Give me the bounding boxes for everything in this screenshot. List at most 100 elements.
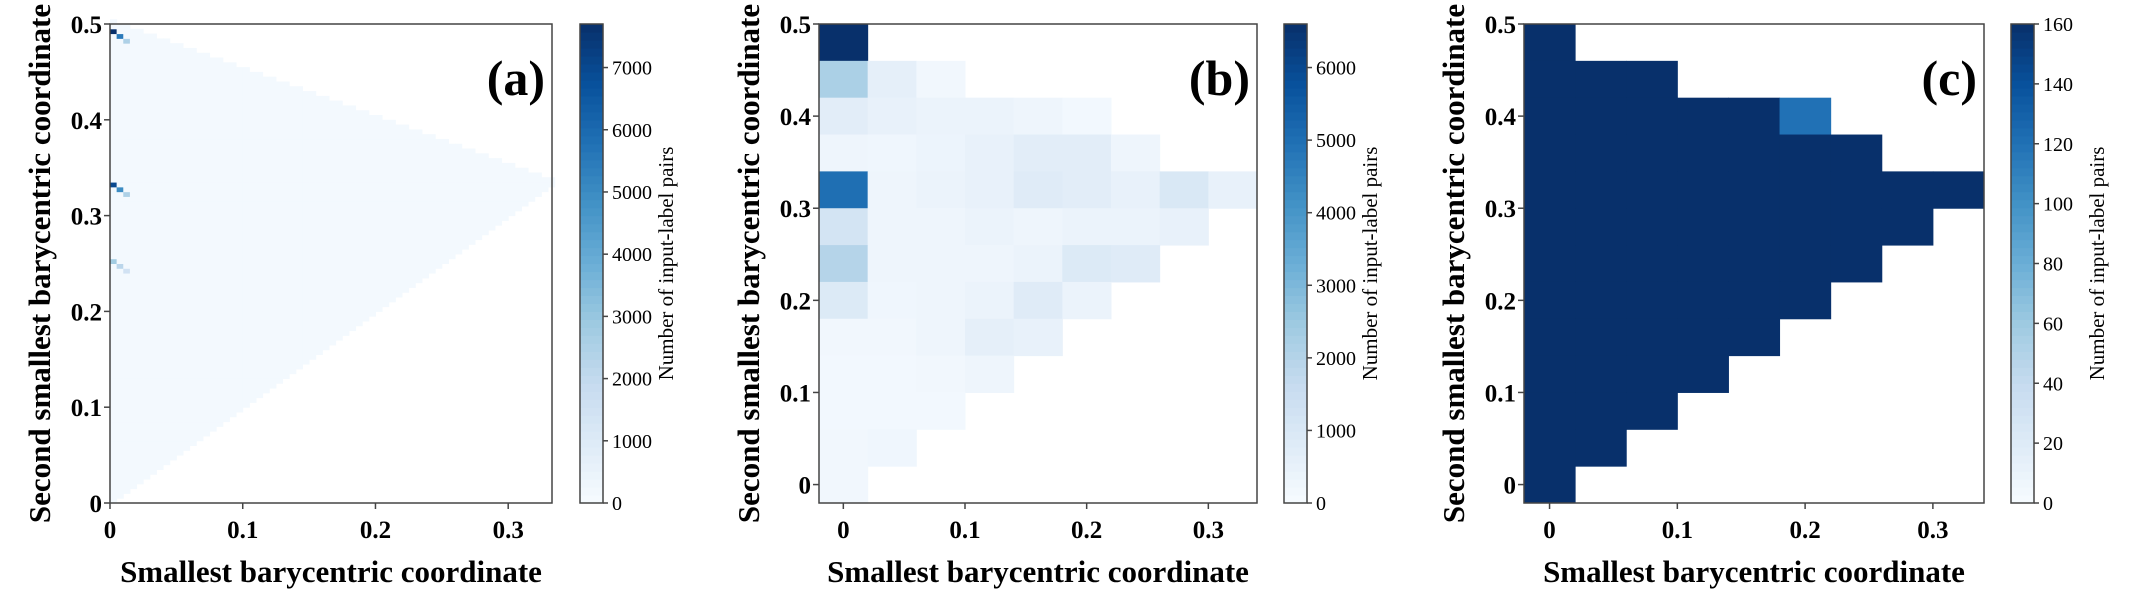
heatmap-cell xyxy=(116,24,124,30)
heatmap-cell xyxy=(176,411,184,418)
heatmap-cell xyxy=(322,249,330,255)
heatmap-cell xyxy=(136,191,144,197)
heatmap-cell xyxy=(262,340,270,346)
heatmap-cell xyxy=(129,229,138,236)
heatmap-cell xyxy=(269,105,277,111)
heatmap-cell xyxy=(116,201,124,207)
heatmap-cell xyxy=(123,52,131,59)
heatmap-cell xyxy=(402,239,410,245)
heatmap-cell xyxy=(202,349,211,356)
heatmap-cell xyxy=(295,86,303,92)
heatmap-cell xyxy=(163,220,171,226)
heatmap-cell xyxy=(965,281,1015,320)
heatmap-cell xyxy=(123,368,131,375)
heatmap-cell xyxy=(183,407,191,413)
heatmap-cell xyxy=(209,340,217,346)
heatmap-cell xyxy=(916,392,966,430)
heatmap-cell xyxy=(110,368,118,375)
heatmap-cell xyxy=(202,229,211,236)
heatmap-cell xyxy=(110,320,118,327)
heatmap-cell xyxy=(143,47,151,54)
heatmap-cell xyxy=(209,167,217,173)
heatmap-cell xyxy=(229,148,237,154)
heatmap-cell xyxy=(136,225,144,231)
heatmap-cell xyxy=(129,416,138,423)
heatmap-cell xyxy=(282,134,290,140)
heatmap-cell xyxy=(256,229,264,236)
heatmap-cell xyxy=(196,196,204,202)
heatmap-cell xyxy=(176,153,184,159)
heatmap-cell xyxy=(335,239,343,245)
heatmap-cell xyxy=(163,450,171,456)
heatmap-cell xyxy=(275,91,284,97)
heatmap-cell xyxy=(335,253,343,260)
heatmap-cell xyxy=(269,359,277,365)
heatmap-cell xyxy=(209,172,217,178)
heatmap-cell xyxy=(249,215,257,221)
heatmap-cell xyxy=(275,95,284,102)
heatmap-cell xyxy=(209,411,217,418)
heatmap-cell xyxy=(395,191,403,197)
heatmap-cell xyxy=(216,100,224,106)
heatmap-cell xyxy=(302,340,310,346)
heatmap-cell xyxy=(196,201,204,207)
heatmap-cell xyxy=(282,138,290,145)
colorbar-segment xyxy=(580,271,603,281)
heatmap-cell xyxy=(163,191,171,197)
heatmap-cell xyxy=(149,196,157,202)
heatmap-cell xyxy=(322,258,330,264)
heatmap-cell xyxy=(368,119,376,126)
heatmap-cell xyxy=(335,258,343,264)
heatmap-cell xyxy=(229,388,237,394)
heatmap-cell xyxy=(229,320,237,327)
y-tick-label: 0.1 xyxy=(71,395,102,422)
heatmap-cell xyxy=(461,162,469,169)
heatmap-cell xyxy=(289,105,297,111)
heatmap-cell xyxy=(143,440,151,447)
heatmap-cell xyxy=(242,320,250,327)
heatmap-cell xyxy=(289,201,297,207)
heatmap-cell xyxy=(309,277,317,284)
heatmap-cell xyxy=(163,177,171,183)
heatmap-cell xyxy=(269,287,277,293)
heatmap-cell xyxy=(129,81,138,87)
heatmap-cell xyxy=(342,301,350,308)
heatmap-cell xyxy=(129,483,138,490)
heatmap-cell xyxy=(242,316,250,322)
heatmap-cell xyxy=(209,325,217,332)
heatmap-cell xyxy=(295,316,303,322)
heatmap-cell xyxy=(388,215,396,221)
heatmap-cell xyxy=(256,258,264,264)
heatmap-cell xyxy=(143,129,151,135)
heatmap-cell xyxy=(395,263,403,269)
colorbar-segment xyxy=(580,39,603,49)
heatmap-cell xyxy=(123,344,131,351)
heatmap-cell xyxy=(209,407,217,413)
heatmap-cell xyxy=(342,167,350,173)
heatmap-cell xyxy=(309,325,317,332)
heatmap-cell xyxy=(123,143,131,150)
heatmap-cell xyxy=(242,134,250,140)
colorbar-tick-label: 60 xyxy=(2043,313,2063,335)
heatmap-cell xyxy=(256,311,264,317)
heatmap-cell xyxy=(269,76,277,82)
heatmap-cell xyxy=(295,344,303,351)
heatmap-cell xyxy=(302,244,310,250)
heatmap-cell xyxy=(202,325,211,332)
heatmap-cell xyxy=(110,421,118,427)
heatmap-cell xyxy=(196,71,204,78)
heatmap-cell xyxy=(428,186,436,193)
heatmap-cell xyxy=(189,162,197,169)
heatmap-cell xyxy=(116,301,124,308)
heatmap-cell xyxy=(183,225,191,231)
heatmap-cell xyxy=(275,301,284,308)
heatmap-cell xyxy=(209,153,217,159)
y-tick-label: 0.5 xyxy=(780,12,811,39)
heatmap-cell xyxy=(110,119,118,126)
heatmap-cell xyxy=(289,244,297,250)
heatmap-cell xyxy=(415,249,423,255)
heatmap-cell xyxy=(355,206,363,212)
heatmap-cell xyxy=(256,373,264,379)
heatmap-cell xyxy=(116,268,124,274)
heatmap-cell xyxy=(455,177,463,183)
